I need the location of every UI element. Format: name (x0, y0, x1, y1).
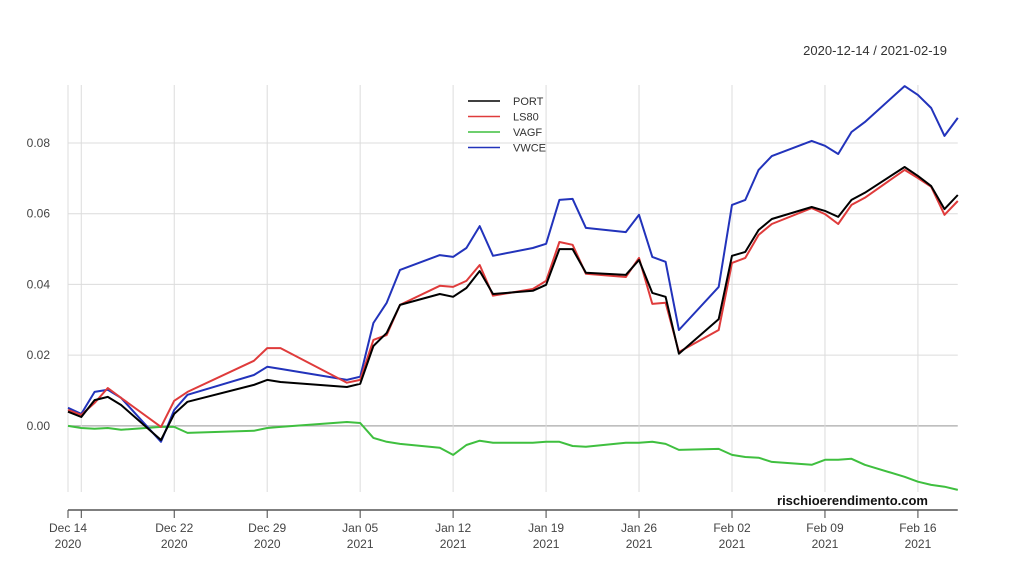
y-tick-label: 0.00 (27, 419, 51, 433)
watermark: rischioerendimento.com (777, 493, 928, 508)
x-tick-label: Feb 16 (899, 521, 937, 535)
y-tick-label: 0.02 (27, 348, 51, 362)
y-tick-label: 0.04 (27, 277, 51, 291)
x-tick-label: Jan 26 (621, 521, 657, 535)
series-line-ls80 (67, 168, 959, 428)
x-tick-year: 2021 (812, 537, 839, 551)
x-tick-year: 2021 (905, 537, 932, 551)
x-tick-year: 2020 (55, 537, 82, 551)
grid (67, 85, 958, 492)
x-tick-year: 2021 (626, 537, 653, 551)
x-tick-label: Feb 09 (806, 521, 844, 535)
series-line-port (67, 166, 959, 441)
x-tick-year: 2020 (254, 537, 281, 551)
x-tick-year: 2021 (440, 537, 467, 551)
x-tick-label: Jan 19 (528, 521, 564, 535)
legend-label: PORT (513, 96, 544, 108)
legend: PORT LS80 VAGF VWCE (468, 96, 546, 155)
series-line-vwce (67, 85, 959, 443)
legend-label: VAGF (513, 127, 542, 139)
y-axis: 0.00 0.02 0.04 0.06 0.08 (27, 136, 51, 433)
x-tick-label: Jan 12 (435, 521, 471, 535)
series-lines (67, 85, 959, 491)
x-tick-label: Dec 14 (49, 521, 87, 535)
x-axis: Dec 14 2020 Dec 22 2020 Dec 29 2020 Jan 05 2021… (49, 509, 958, 551)
legend-label: LS80 (513, 112, 539, 124)
x-tick-label: Jan 05 (342, 521, 378, 535)
series-line-vagf (67, 421, 959, 491)
x-tick-year: 2020 (161, 537, 188, 551)
y-tick-label: 0.06 (27, 207, 51, 221)
x-tick-label: Dec 29 (248, 521, 286, 535)
date-range-label: 2020-12-14 / 2021-02-19 (803, 43, 947, 58)
x-tick-year: 2021 (719, 537, 746, 551)
x-tick-year: 2021 (347, 537, 374, 551)
legend-label: VWCE (513, 143, 546, 155)
x-tick-label: Feb 02 (713, 521, 751, 535)
x-tick-year: 2021 (533, 537, 560, 551)
x-tick-label: Dec 22 (155, 521, 193, 535)
y-tick-label: 0.08 (27, 136, 51, 150)
